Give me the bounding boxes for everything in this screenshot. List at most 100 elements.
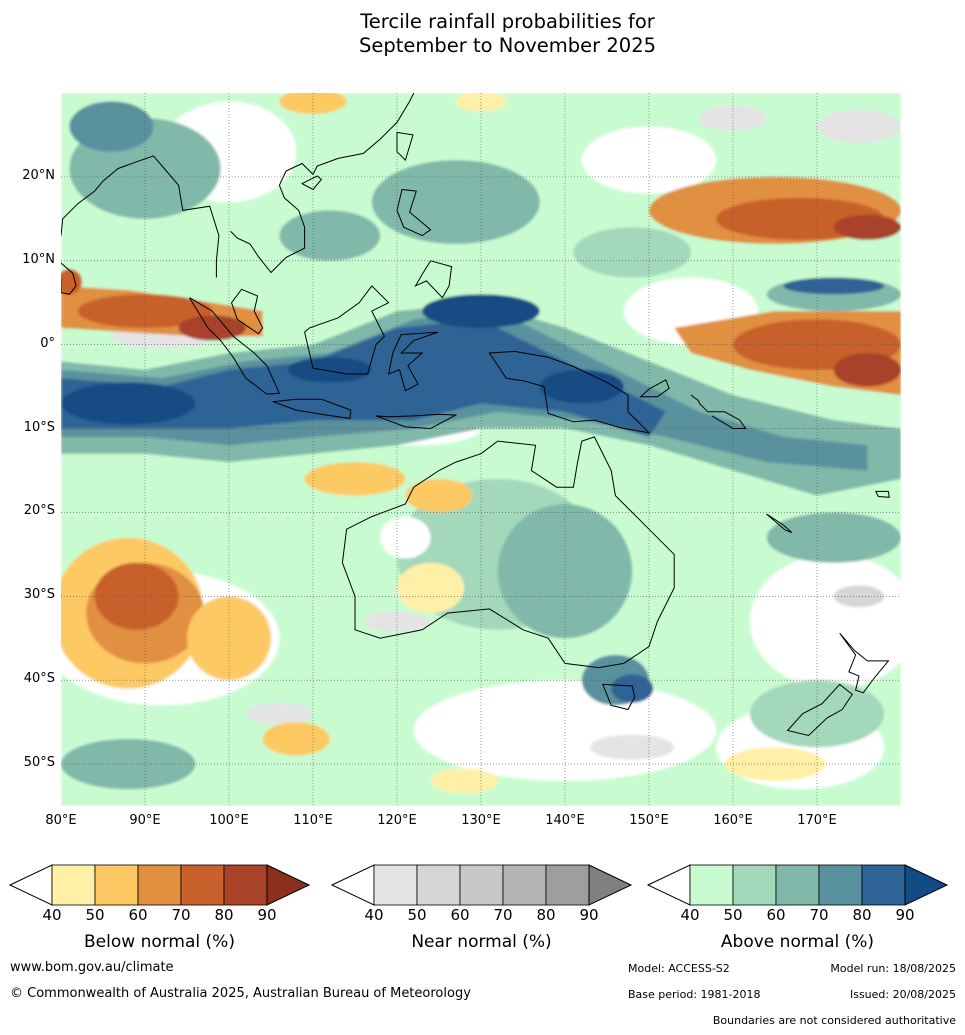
field-region [287, 357, 372, 383]
sumatra-coastline [189, 297, 281, 395]
longitude-label: 130°E [461, 813, 501, 828]
new-caledonia-coastline [766, 513, 793, 533]
colorbar-segment [51, 864, 96, 906]
longitude-label: 140°E [545, 813, 585, 828]
colorbar-right-arrow [904, 864, 949, 906]
colorbar-segment [223, 864, 268, 906]
colorbar-segment [94, 864, 139, 906]
field-region [699, 105, 767, 131]
colorbar-tick-label: 50 [85, 906, 105, 924]
colorbar-right-arrow [588, 864, 633, 906]
longitude-label: 150°E [629, 813, 669, 828]
colorbar-tick-label: 70 [493, 906, 513, 924]
colorbar-tick-label: 80 [536, 906, 556, 924]
taiwan-coastline [396, 131, 414, 162]
field-region [262, 722, 330, 756]
field-region [749, 554, 901, 689]
probability-field [61, 93, 901, 806]
field-region [783, 277, 885, 295]
australia-coastline [341, 436, 675, 669]
copyright-text: © Commonwealth of Australia 2025, Austra… [10, 986, 471, 1001]
colorbar-tick-label: 50 [723, 906, 743, 924]
colorbar-near [330, 864, 633, 906]
colorbar-segment [180, 864, 225, 906]
field-region [397, 562, 465, 614]
colorbar-tick-label: 60 [450, 906, 470, 924]
colorbar-segment [732, 864, 777, 906]
longitude-label: 80°E [45, 813, 77, 828]
longitude-label: 170°E [797, 813, 837, 828]
title-line-2: September to November 2025 [358, 34, 657, 57]
field-region [371, 160, 540, 244]
field-region [279, 93, 347, 114]
colorbar-title-near: Near normal (%) [411, 932, 552, 952]
colorbar-tick-label: 90 [895, 906, 915, 924]
field-region [766, 512, 901, 563]
model-run-text: Model run: 18/08/2025 [830, 962, 956, 975]
issued-text: Issued: 20/08/2025 [849, 988, 956, 1001]
latitude-label: 40°S [23, 671, 55, 687]
above-band-core [61, 319, 666, 437]
colorbar-tick-label: 90 [579, 906, 599, 924]
colorbar-segment [545, 864, 590, 906]
borneo-coastline [304, 285, 390, 375]
model-text: Model: ACCESS-S2 [628, 962, 730, 975]
java-coastline [272, 398, 352, 420]
field-region [69, 101, 154, 152]
field-region [833, 353, 901, 387]
colorbar-below [8, 864, 311, 906]
malay-peninsula [230, 288, 264, 335]
mainland-south-asia-coast [61, 155, 220, 278]
colorbar-tick-label: 80 [214, 906, 234, 924]
colorbar-left-arrow [646, 864, 691, 906]
field-region [430, 768, 498, 794]
nz-north-island [839, 632, 890, 694]
colorbar-left-arrow [8, 864, 53, 906]
colorbar-tick-label: 60 [766, 906, 786, 924]
website-text: www.bom.gov.au/climate [10, 960, 174, 975]
field-region [539, 369, 624, 404]
colorbar-segment [775, 864, 820, 906]
field-region [833, 214, 901, 240]
latitude-label: 30°S [23, 587, 55, 603]
colorbar-segment [373, 864, 418, 906]
colorbar-right-arrow [266, 864, 311, 906]
colorbar-tick-label: 40 [42, 906, 62, 924]
colorbar-tick-label: 40 [364, 906, 384, 924]
new-britain-coastline [639, 379, 670, 398]
colorbar-left-arrow [330, 864, 375, 906]
latitude-label: 10°N [22, 251, 55, 267]
latitude-label: 0° [40, 335, 55, 351]
colorbar-tick-label: 90 [257, 906, 277, 924]
colorbar-segment [416, 864, 461, 906]
hainan-coastline [301, 175, 323, 191]
field-region [573, 227, 691, 278]
colorbar-segment [502, 864, 547, 906]
longitude-label: 120°E [377, 813, 417, 828]
lesser-sunda-coastline [375, 413, 458, 430]
nz-south-island [786, 683, 853, 737]
colorbar-title-above: Above normal (%) [720, 932, 875, 952]
longitude-label: 160°E [713, 813, 753, 828]
colorbar-segment [818, 864, 863, 906]
field-region [187, 596, 271, 681]
colorbar-tick-label: 50 [407, 906, 427, 924]
sri-lanka-coastline [61, 262, 77, 295]
field-region [61, 269, 82, 295]
longitude-label: 110°E [293, 813, 333, 828]
longitude-label: 100°E [209, 813, 249, 828]
colorbar-tick-label: 80 [852, 906, 872, 924]
colorbar-tick-label: 70 [809, 906, 829, 924]
field-region [245, 702, 313, 725]
fiji-coastline [874, 490, 890, 498]
field-region [304, 462, 406, 496]
field-region [590, 734, 675, 760]
field-region [817, 109, 901, 144]
east-asia-coast [230, 93, 415, 274]
field-region [178, 315, 246, 341]
tasmania-coastline [602, 683, 636, 711]
colorbar-title-below: Below normal (%) [84, 932, 235, 952]
latitude-label: 50°S [23, 755, 55, 771]
field-region [61, 738, 196, 790]
